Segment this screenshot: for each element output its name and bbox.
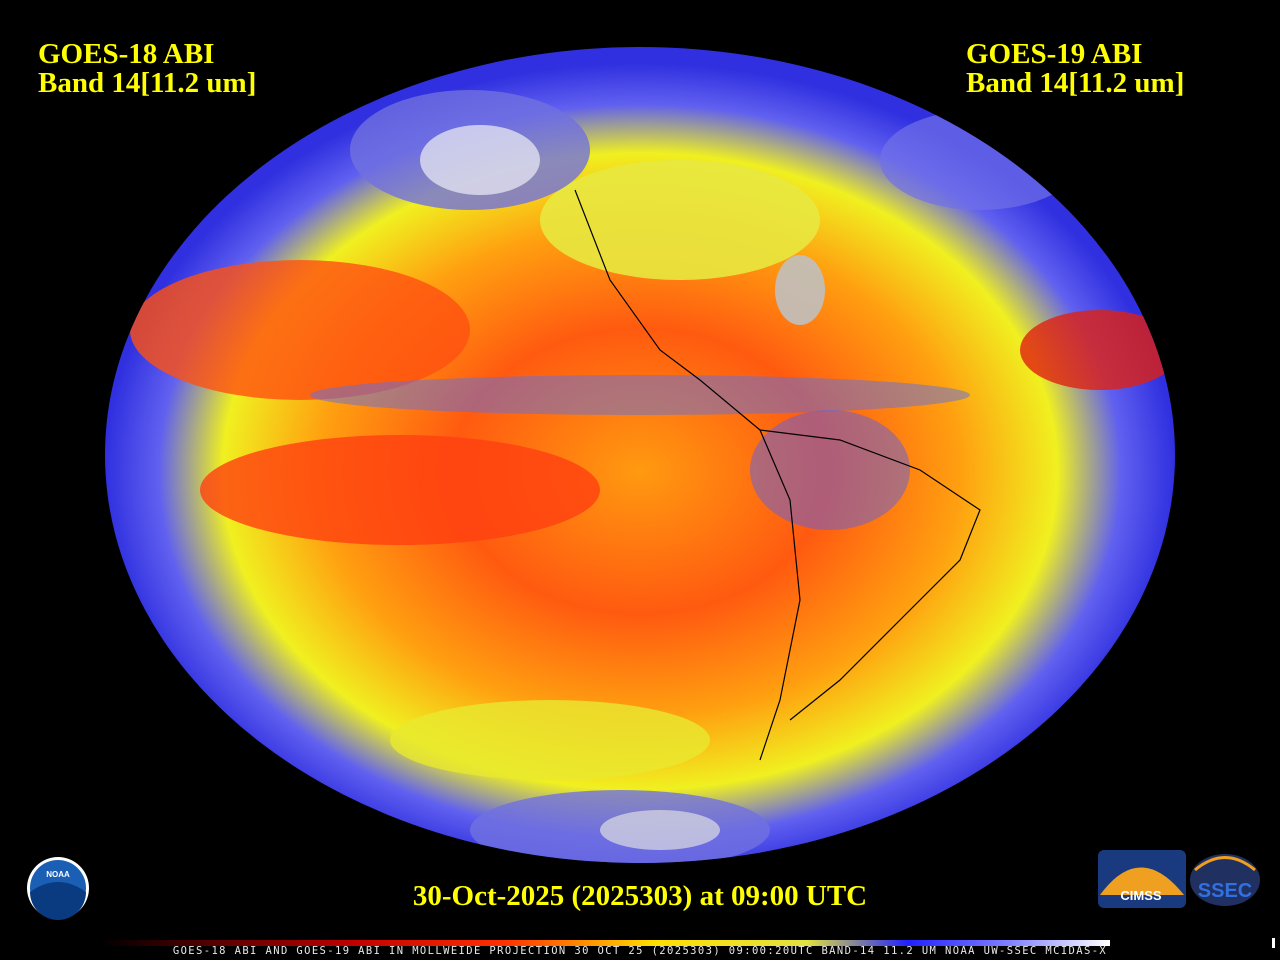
color-bar: [100, 940, 1110, 946]
right-satellite: GOES-19 ABI: [966, 38, 1143, 70]
corner-mark: [1272, 938, 1275, 948]
cimss-logo: CIMSS: [1098, 850, 1186, 908]
left-label: GOES-18 ABI Band 14[11.2 um]: [38, 40, 256, 98]
left-satellite: GOES-18 ABI: [38, 38, 215, 70]
ssec-logo: SSEC: [1190, 854, 1260, 906]
noaa-text: NOAA: [46, 870, 70, 879]
right-label: GOES-19 ABI Band 14[11.2 um]: [966, 40, 1184, 98]
date-caption: 30-Oct-2025 (2025303) at 09:00 UTC: [412, 880, 868, 912]
noaa-logo: NOAA: [27, 857, 89, 920]
cloud-features: [130, 90, 1175, 863]
ssec-text: SSEC: [1198, 880, 1252, 902]
footer-strip: GOES-18 ABI AND GOES-19 ABI IN MOLLWEIDE…: [172, 945, 1108, 957]
right-band: Band 14[11.2 um]: [966, 67, 1185, 99]
cimss-text: CIMSS: [1120, 888, 1162, 903]
earth-disk: [105, 47, 1175, 863]
left-band: Band 14[11.2 um]: [38, 67, 257, 99]
